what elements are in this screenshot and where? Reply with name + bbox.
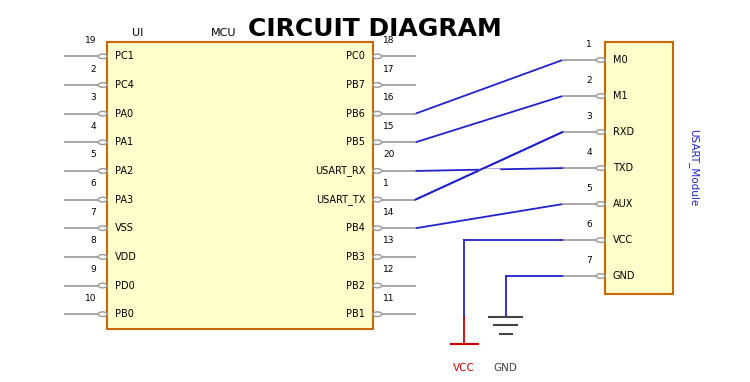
- Text: 13: 13: [383, 236, 394, 245]
- Text: 6: 6: [586, 220, 592, 229]
- Text: 4: 4: [90, 122, 96, 131]
- Text: USART_TX: USART_TX: [316, 194, 365, 205]
- Text: 7: 7: [586, 256, 592, 265]
- Text: VSS: VSS: [115, 223, 134, 233]
- Text: 2: 2: [586, 76, 592, 84]
- Text: 18: 18: [383, 36, 394, 45]
- Text: PB5: PB5: [346, 137, 365, 147]
- Bar: [605, 42, 673, 294]
- Text: TXD: TXD: [613, 163, 633, 173]
- Text: M1: M1: [613, 91, 627, 101]
- Text: UI: UI: [131, 28, 143, 38]
- Text: 3: 3: [586, 112, 592, 121]
- Text: PB7: PB7: [346, 80, 365, 90]
- Text: 19: 19: [85, 36, 96, 45]
- Text: VCC: VCC: [453, 363, 476, 373]
- Text: 6: 6: [90, 179, 96, 188]
- Text: 14: 14: [383, 208, 394, 217]
- Text: PB0: PB0: [115, 309, 134, 319]
- Text: USART_RX: USART_RX: [315, 165, 365, 176]
- Bar: [107, 42, 373, 329]
- Text: 17: 17: [383, 65, 394, 73]
- Text: 1: 1: [586, 40, 592, 49]
- Text: 5: 5: [586, 184, 592, 193]
- Text: GND: GND: [494, 363, 517, 373]
- Text: PC0: PC0: [346, 51, 365, 62]
- Text: 2: 2: [90, 65, 96, 73]
- Text: 5: 5: [90, 151, 96, 159]
- Text: AUX: AUX: [613, 199, 633, 209]
- Text: 10: 10: [85, 294, 96, 303]
- Text: USART_Module: USART_Module: [688, 129, 699, 207]
- Text: PA1: PA1: [115, 137, 133, 147]
- Text: MCU: MCU: [211, 28, 236, 38]
- Text: VDD: VDD: [115, 252, 136, 262]
- Text: PB6: PB6: [346, 108, 365, 119]
- Text: 8: 8: [90, 236, 96, 245]
- Text: PB3: PB3: [346, 252, 365, 262]
- Text: PB1: PB1: [346, 309, 365, 319]
- Text: CIRCUIT DIAGRAM: CIRCUIT DIAGRAM: [248, 17, 502, 41]
- Text: 4: 4: [586, 147, 592, 157]
- Text: 3: 3: [90, 93, 96, 102]
- Text: RXD: RXD: [613, 127, 634, 137]
- Text: 16: 16: [383, 93, 394, 102]
- Text: PA3: PA3: [115, 194, 133, 205]
- Text: 20: 20: [383, 151, 394, 159]
- Text: M0: M0: [613, 55, 627, 65]
- Text: PA0: PA0: [115, 108, 133, 119]
- Text: PB2: PB2: [346, 280, 365, 291]
- Text: 1: 1: [383, 179, 389, 188]
- Text: 15: 15: [383, 122, 394, 131]
- Text: PB4: PB4: [346, 223, 365, 233]
- Text: 9: 9: [90, 265, 96, 274]
- Text: PC1: PC1: [115, 51, 134, 62]
- Text: 11: 11: [383, 294, 394, 303]
- Text: GND: GND: [613, 271, 635, 281]
- Text: PC4: PC4: [115, 80, 134, 90]
- Text: PA2: PA2: [115, 166, 133, 176]
- Text: 12: 12: [383, 265, 394, 274]
- Text: PD0: PD0: [115, 280, 134, 291]
- Text: 7: 7: [90, 208, 96, 217]
- Text: VCC: VCC: [613, 235, 633, 245]
